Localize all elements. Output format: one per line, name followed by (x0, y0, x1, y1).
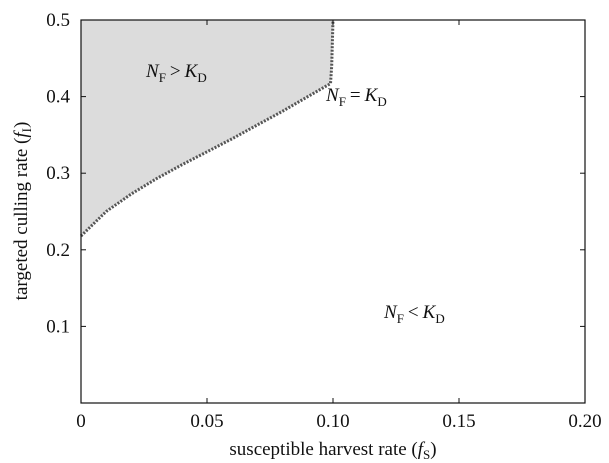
region-label-boundary: NF = KD (325, 85, 387, 109)
region-label-shaded: NF > KD (145, 61, 207, 85)
y-tick-label: 0.2 (46, 240, 70, 261)
x-tick-label: 0 (76, 411, 86, 432)
y-tick-label: 0.5 (46, 10, 70, 31)
shaded-region (81, 20, 333, 236)
y-tick-label: 0.4 (46, 87, 70, 108)
x-axis-title: susceptible harvest rate (fS) (229, 439, 436, 462)
x-tick-label: 0.15 (442, 411, 475, 432)
region-label-unshaded: NF < KD (383, 302, 445, 326)
x-tick-label: 0.20 (568, 411, 601, 432)
x-tick-label: 0.10 (316, 411, 349, 432)
x-tick-label: 0.05 (190, 411, 223, 432)
y-tick-label: 0.1 (46, 316, 70, 337)
y-axis-title: targeted culling rate (fI) (11, 122, 34, 301)
axis-ticks: 0 0.05 0.10 0.15 0.20 0.1 0.2 0.3 0.4 0.5 (46, 10, 601, 432)
y-tick-label: 0.3 (46, 163, 70, 184)
